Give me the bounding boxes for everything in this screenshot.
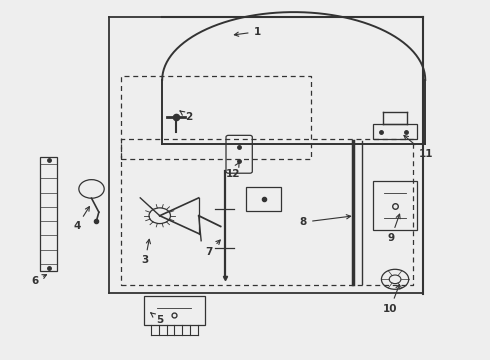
Text: 6: 6 <box>31 275 47 286</box>
Text: 3: 3 <box>142 239 150 265</box>
Text: 4: 4 <box>73 207 89 231</box>
Text: 11: 11 <box>404 135 434 159</box>
Text: 5: 5 <box>151 313 163 325</box>
Text: 1: 1 <box>234 27 261 37</box>
Text: 2: 2 <box>180 111 193 122</box>
Text: 9: 9 <box>388 214 400 243</box>
Text: 12: 12 <box>225 163 240 179</box>
Text: 7: 7 <box>205 240 220 257</box>
Text: 10: 10 <box>383 284 400 314</box>
Text: 8: 8 <box>300 215 351 227</box>
